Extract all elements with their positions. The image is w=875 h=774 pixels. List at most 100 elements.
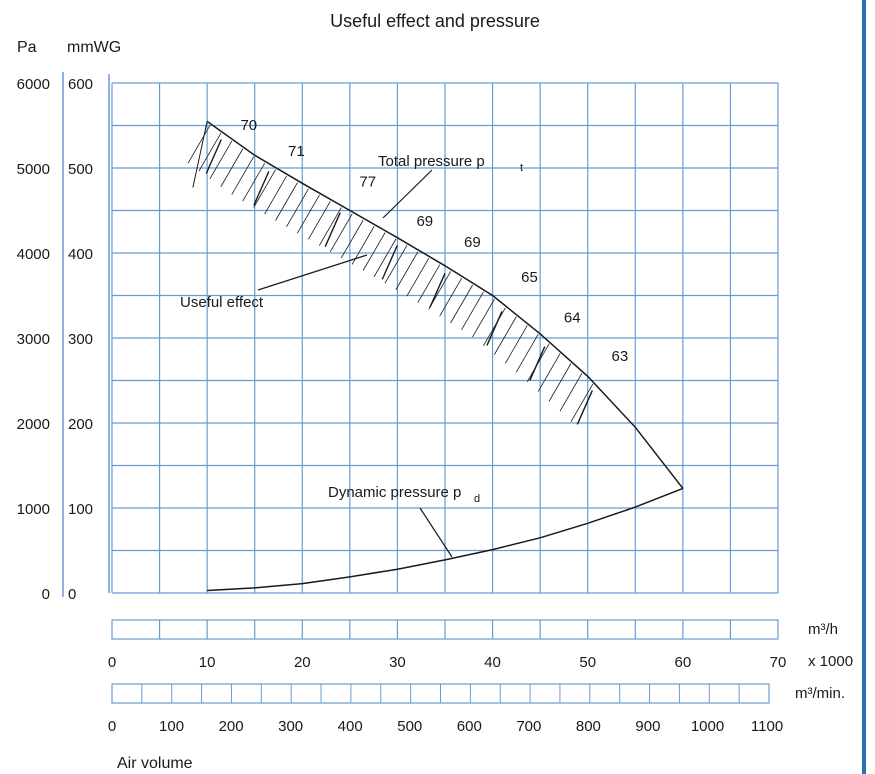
- dynamic-pressure-leader: [419, 507, 453, 558]
- y-tick-label-mmwg: 500: [68, 161, 93, 178]
- x-tick-label-m3h: 20: [294, 654, 311, 671]
- x-scales: 0 10 20 30 40 50 60 700 100 200 300 400 500 600 700 800…: [108, 619, 787, 735]
- hatch-line: [220, 148, 244, 187]
- chart-labels: 0 1000 2000 3000 4000 5000 6000 0 100 200 300 400 50…: [17, 76, 629, 603]
- hatch-line: [187, 125, 211, 164]
- hatch-line: [275, 182, 298, 221]
- y-tick-label-pa: 5000: [17, 161, 50, 178]
- hatch-edge-line: [192, 121, 208, 188]
- y-tick-label-pa: 2000: [17, 416, 50, 433]
- x-tick-label-m3min: 100: [159, 718, 184, 735]
- efficiency-label: 77: [359, 174, 376, 191]
- hatch-line: [559, 372, 583, 412]
- page-edge-bar: [862, 0, 866, 774]
- hatch-line: [406, 258, 430, 297]
- useful-effect-label: Useful effect: [180, 294, 264, 311]
- hatch-line: [494, 316, 517, 355]
- x-tick-label-m3min: 500: [397, 718, 422, 735]
- x-tick-label-m3min: 0: [108, 718, 116, 735]
- efficiency-label: 69: [416, 213, 433, 230]
- hatch-line: [242, 162, 266, 202]
- dynamic-pressure-curve: [207, 487, 684, 592]
- y-tick-label-pa: 0: [42, 586, 50, 603]
- y-tick-label-mmwg: 400: [68, 246, 93, 263]
- x-tick-label-m3min: 1000: [691, 718, 724, 735]
- x-tick-label-m3h: 50: [579, 654, 596, 671]
- total-pressure-leader: [382, 169, 433, 219]
- y-tick-label-pa: 6000: [17, 76, 50, 93]
- efficiency-pointer-line: [576, 390, 593, 425]
- hatch-line: [264, 175, 287, 215]
- hatch-line: [439, 277, 462, 317]
- efficiency-label: 64: [564, 310, 581, 327]
- x-tick-label-m3min: 300: [278, 718, 303, 735]
- x-tick-label-m3h: 0: [108, 654, 116, 671]
- hatch-line: [570, 383, 594, 423]
- x-tick-label-m3h: 60: [675, 654, 692, 671]
- efficiency-pointer-line: [205, 139, 222, 174]
- efficiency-pointer-line: [429, 273, 446, 308]
- x-tick-label-m3h: 30: [389, 654, 406, 671]
- x-tick-label-m3min: 900: [635, 718, 660, 735]
- y-tick-label-pa: 1000: [17, 501, 50, 518]
- y-tick-label-mmwg: 200: [68, 416, 93, 433]
- chart-title: Useful effect and pressure: [330, 11, 540, 31]
- hatch-line: [537, 353, 561, 392]
- hatch-line: [231, 156, 255, 195]
- efficiency-pointer-line: [381, 245, 398, 280]
- hatch-line: [515, 334, 539, 373]
- hatch-line: [472, 298, 495, 338]
- efficiency-pointer-line: [529, 346, 546, 381]
- y-tick-label-mmwg: 100: [68, 501, 93, 518]
- hatch-line: [286, 188, 309, 228]
- chart-grid: [62, 72, 779, 597]
- hatch-line: [329, 213, 353, 253]
- hatch-line: [308, 201, 331, 240]
- hatch-line: [198, 132, 222, 172]
- hatch-line: [362, 232, 386, 271]
- x-axis-label: Air volume: [117, 755, 193, 772]
- hatch-line: [548, 363, 572, 402]
- useful-effect-leader: [257, 254, 368, 291]
- efficiency-label: 63: [612, 348, 629, 365]
- x-unit-m3min: m³/min.: [795, 685, 845, 702]
- x-tick-label-m3h: 10: [199, 654, 216, 671]
- x-tick-label-m3min: 400: [338, 718, 363, 735]
- hatch-line: [417, 264, 441, 303]
- x-tick-label-m3min: 600: [457, 718, 482, 735]
- efficiency-pointer-line: [253, 171, 270, 206]
- hatch-line: [461, 291, 484, 331]
- y-tick-label-mmwg: 300: [68, 331, 93, 348]
- x-tick-label-m3h: 70: [770, 654, 787, 671]
- hatch-line: [384, 245, 408, 284]
- hatch-line: [253, 169, 276, 208]
- y-tick-label-mmwg: 0: [68, 586, 76, 603]
- y-axis-unit-pa: Pa: [17, 39, 37, 56]
- efficiency-label: 69: [464, 234, 481, 251]
- efficiency-pointer-line: [324, 212, 341, 247]
- efficiency-label: 65: [521, 269, 538, 286]
- dynamic-pressure-label: Dynamic pressure p: [328, 484, 461, 501]
- efficiency-pointer-lines: [205, 139, 593, 558]
- total-pressure-label: Total pressure p: [378, 153, 485, 170]
- dynamic-pressure-subscript: d: [474, 493, 480, 505]
- y-tick-label-pa: 4000: [17, 246, 50, 263]
- y-tick-label-pa: 3000: [17, 331, 50, 348]
- x-unit-m3h: m³/h: [808, 621, 838, 638]
- hatch-line: [395, 251, 419, 290]
- efficiency-pointer-line: [486, 311, 503, 346]
- hatch-line: [340, 219, 364, 259]
- efficiency-label: 71: [288, 143, 305, 160]
- useful-effect-hatching: [187, 121, 594, 423]
- hatch-line: [504, 325, 528, 364]
- efficiency-label: 70: [240, 117, 257, 134]
- y-axis-unit-mmwg: mmWG: [67, 39, 121, 56]
- hatch-line: [209, 140, 233, 180]
- hatch-line: [450, 284, 473, 324]
- x-tick-label-m3min: 1100: [751, 718, 783, 735]
- x-tick-label-m3min: 800: [576, 718, 601, 735]
- hatch-line: [297, 194, 320, 234]
- x-tick-label-m3min: 200: [219, 718, 244, 735]
- y-tick-label-mmwg: 600: [68, 76, 93, 93]
